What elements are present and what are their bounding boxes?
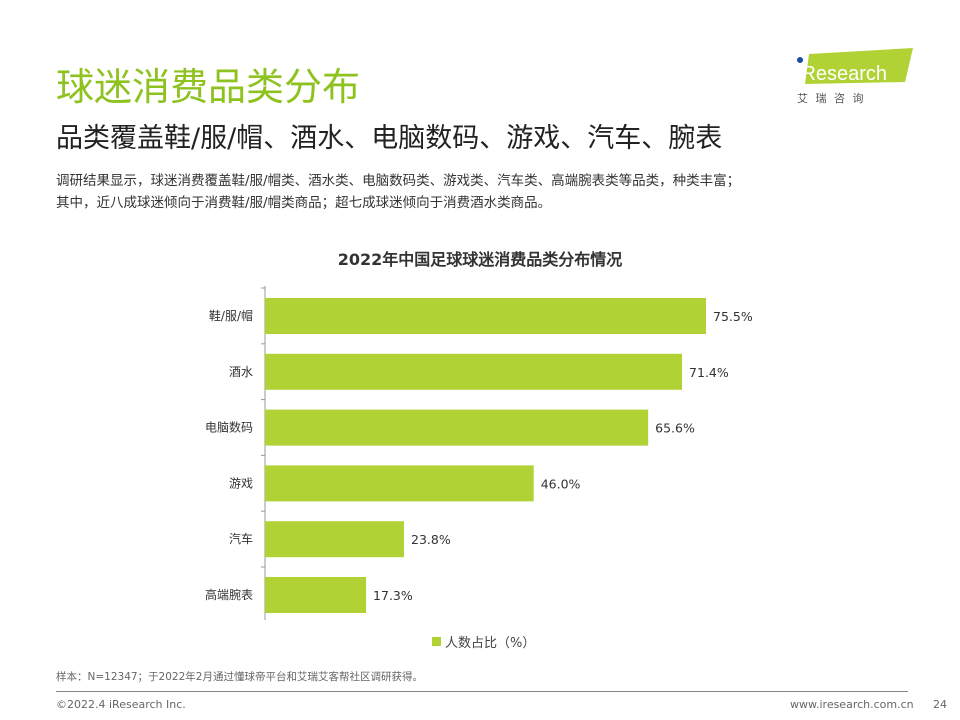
category-label: 汽车 (229, 531, 253, 546)
svg-text:iResearch: iResearch (797, 63, 887, 85)
copyright: ©2022.4 iResearch Inc. (56, 698, 186, 711)
footer-divider (56, 691, 908, 692)
iresearch-logo: iResearch 艾 瑞 咨 询 (797, 48, 913, 105)
page-subtitle: 品类覆盖鞋/服/帽、酒水、电脑数码、游戏、汽车、腕表 (56, 123, 723, 154)
value-label: 17.3% (373, 588, 413, 603)
category-label: 酒水 (229, 365, 253, 379)
website-link[interactable]: www.iresearch.com.cn (790, 698, 914, 711)
legend-label: 人数占比（%） (445, 636, 536, 651)
value-label: 23.8% (411, 532, 451, 547)
chart-title: 2022年中国足球球迷消费品类分布情况 (337, 250, 623, 269)
value-label: 71.4% (689, 365, 729, 380)
category-label: 鞋/服/帽 (209, 308, 253, 323)
bar-chart: 鞋/服/帽 75.5% 酒水 71.4% 电脑数码 65.6% 游戏 46.0% 汽车 23.8%… (205, 286, 753, 620)
bar (265, 465, 534, 502)
bar (265, 409, 649, 446)
value-label: 75.5% (713, 309, 753, 324)
category-label: 电脑数码 (205, 420, 253, 435)
legend-swatch (432, 637, 441, 646)
description-line: 调研结果显示，球迷消费覆盖鞋/服/帽类、酒水类、电脑数码类、游戏类、汽车类、高端… (56, 173, 741, 189)
legend: 人数占比（%） (432, 632, 535, 651)
description: 调研结果显示，球迷消费覆盖鞋/服/帽类、酒水类、电脑数码类、游戏类、汽车类、高端… (56, 170, 740, 214)
category-label: 游戏 (229, 476, 253, 490)
page-title: 球迷消费品类分布 (56, 65, 361, 109)
bar (265, 521, 405, 558)
bar (265, 577, 367, 613)
sample-note: 样本：N=12347；于2022年2月通过懂球帝平台和艾瑞艾客帮社区调研获得。 (56, 671, 423, 683)
value-label: 65.6% (655, 421, 695, 436)
page-number: 24 (933, 698, 947, 711)
value-label: 46.0% (541, 476, 581, 491)
category-label: 高端腕表 (205, 587, 253, 602)
description-line: 其中，近八成球迷倾向于消费鞋/服/帽类商品；超七成球迷倾向于消费酒水类商品。 (56, 195, 552, 211)
bar (265, 353, 683, 390)
logo-cn: 艾 瑞 咨 询 (797, 91, 866, 105)
bar (265, 298, 706, 334)
